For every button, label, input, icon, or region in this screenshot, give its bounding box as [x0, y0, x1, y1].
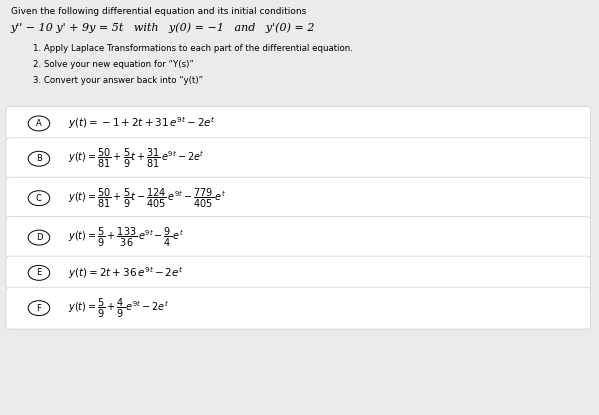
Text: C: C — [36, 194, 42, 203]
Text: D: D — [36, 233, 42, 242]
Text: y'' − 10 y' + 9y = 5t   with   y(0) = −1   and   y'(0) = 2: y'' − 10 y' + 9y = 5t with y(0) = −1 and… — [11, 23, 315, 33]
Circle shape — [28, 300, 50, 315]
Text: 1. Apply Laplace Transformations to each part of the differential equation.: 1. Apply Laplace Transformations to each… — [33, 44, 353, 54]
Text: $y(t) = \dfrac{5}{9} + \dfrac{133}{36}\,e^{9t} - \dfrac{9}{4}\,e^{t}$: $y(t) = \dfrac{5}{9} + \dfrac{133}{36}\,… — [68, 226, 184, 249]
Circle shape — [28, 151, 50, 166]
Text: 2. Solve your new equation for “Y(s)”: 2. Solve your new equation for “Y(s)” — [33, 60, 194, 69]
FancyBboxPatch shape — [6, 217, 591, 259]
Text: F: F — [37, 304, 41, 312]
Text: $y(t) = \dfrac{50}{81} + \dfrac{5}{9}t + \dfrac{31}{81}\,e^{9t} - 2e^{t}$: $y(t) = \dfrac{50}{81} + \dfrac{5}{9}t +… — [68, 147, 204, 170]
Text: Given the following differential equation and its initial conditions: Given the following differential equatio… — [11, 7, 306, 17]
FancyBboxPatch shape — [6, 287, 591, 329]
Text: B: B — [36, 154, 42, 163]
Text: $y(t) = -1 + 2t + 31\,e^{9t} - 2e^{t}$: $y(t) = -1 + 2t + 31\,e^{9t} - 2e^{t}$ — [68, 115, 215, 132]
Circle shape — [28, 265, 50, 280]
Text: E: E — [37, 269, 41, 277]
Text: $y(t) = 2t + 36\,e^{9t} - 2e^{t}$: $y(t) = 2t + 36\,e^{9t} - 2e^{t}$ — [68, 265, 183, 281]
FancyBboxPatch shape — [6, 177, 591, 219]
Circle shape — [28, 116, 50, 131]
Circle shape — [28, 190, 50, 205]
Text: A: A — [36, 119, 42, 128]
Text: $y(t) = \dfrac{5}{9} + \dfrac{4}{9}\,e^{9t} - 2e^{t}$: $y(t) = \dfrac{5}{9} + \dfrac{4}{9}\,e^{… — [68, 297, 169, 320]
FancyBboxPatch shape — [6, 256, 591, 290]
Circle shape — [28, 230, 50, 245]
FancyBboxPatch shape — [6, 138, 591, 180]
Text: 3. Convert your answer back into “y(t)”: 3. Convert your answer back into “y(t)” — [33, 76, 203, 85]
FancyBboxPatch shape — [6, 107, 591, 140]
Text: $y(t) = \dfrac{50}{81} + \dfrac{5}{9}t - \dfrac{124}{405}\,e^{9t} - \dfrac{779}{: $y(t) = \dfrac{50}{81} + \dfrac{5}{9}t -… — [68, 187, 226, 210]
